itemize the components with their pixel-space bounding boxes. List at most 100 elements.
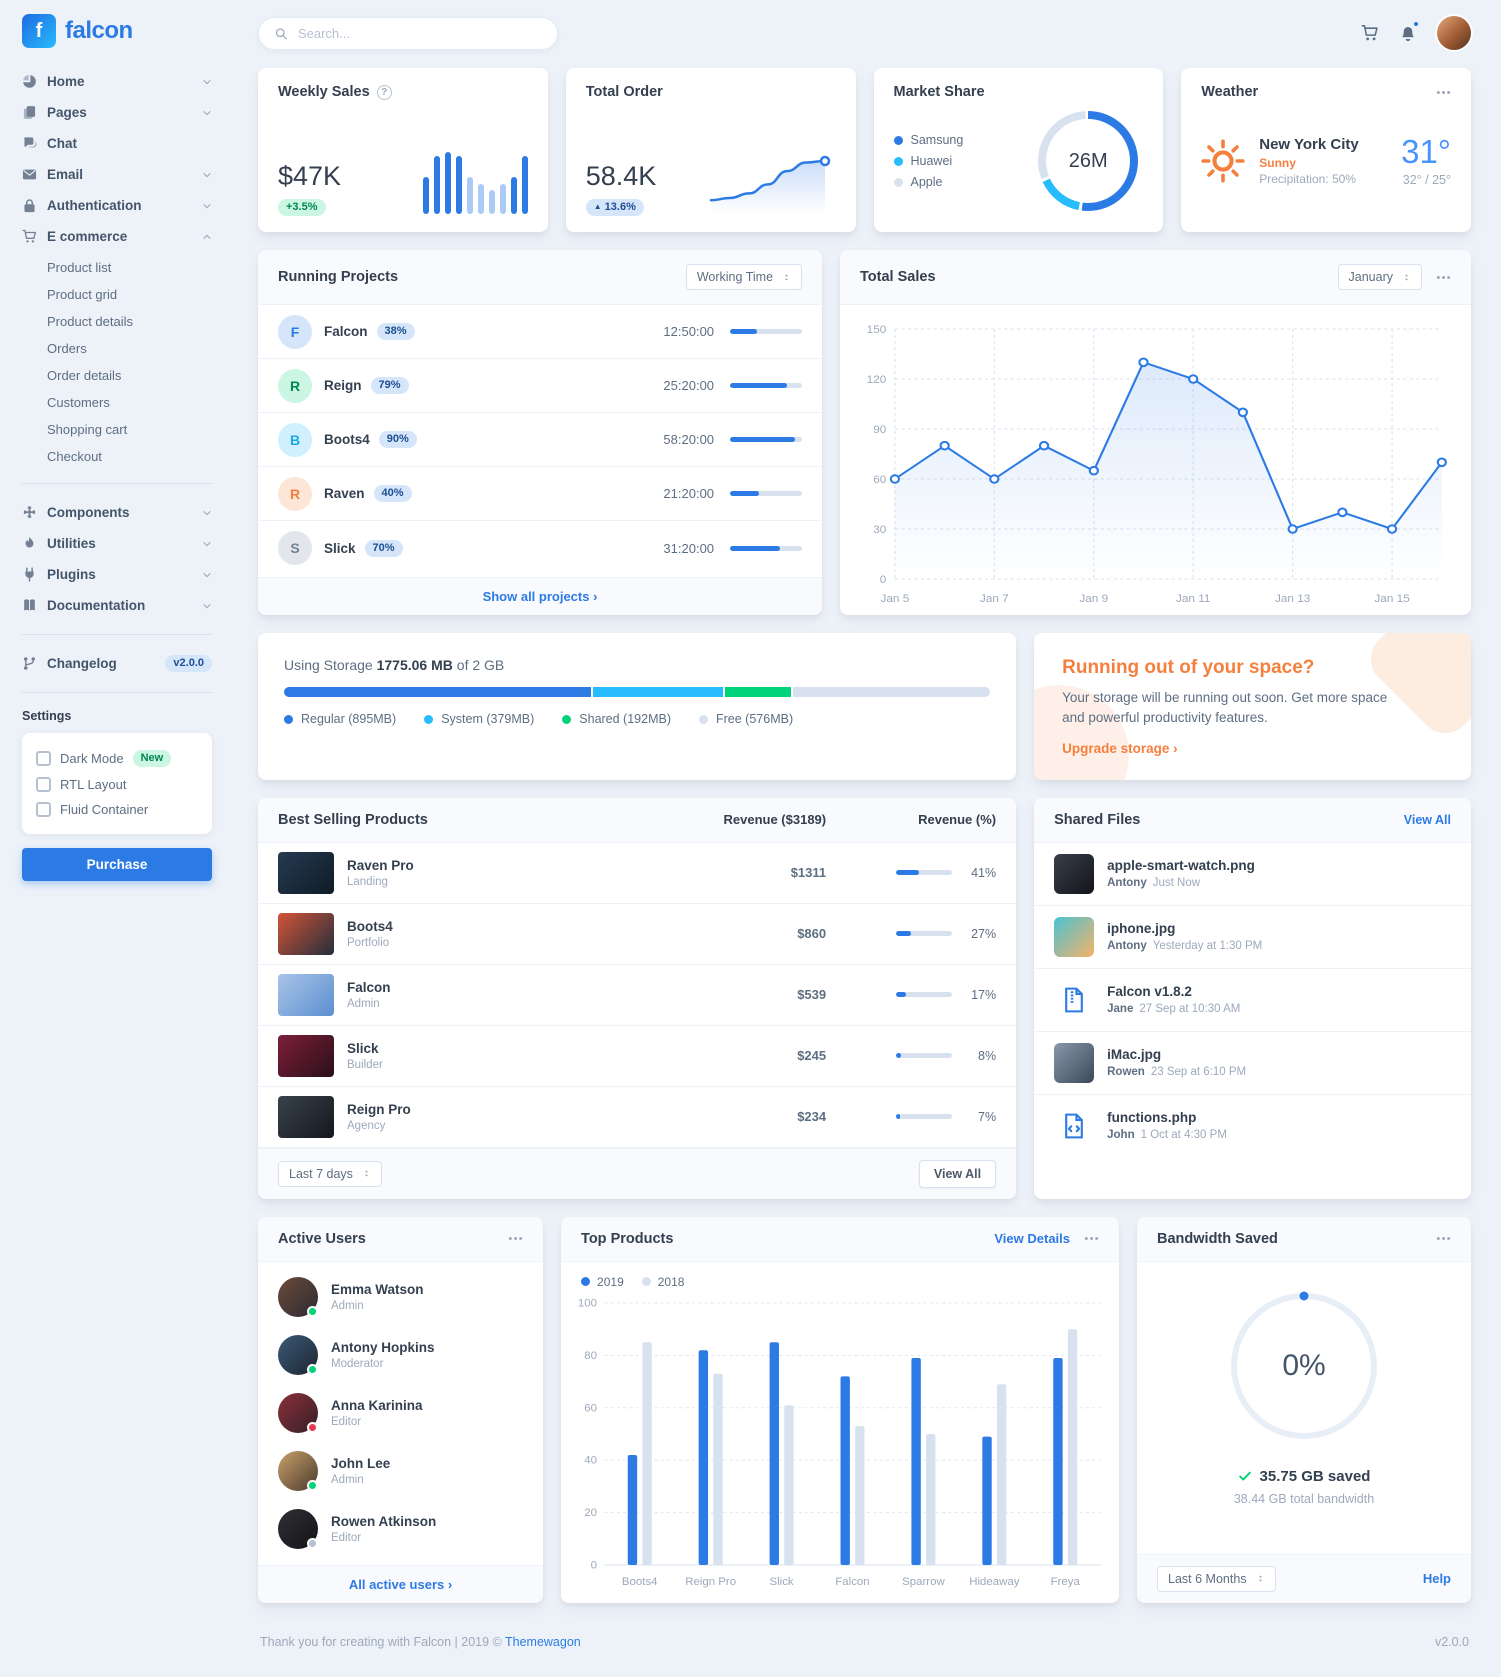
sidebar-item-authentication[interactable]: Authentication: [22, 190, 212, 221]
search-input[interactable]: [295, 24, 541, 42]
user-avatar[interactable]: [1437, 16, 1471, 50]
ellipsis-menu-icon[interactable]: [1436, 270, 1451, 285]
best-selling-list: Raven Pro Landing $1311 41% Boots4 Portf…: [258, 843, 1017, 1148]
project-name[interactable]: Reign: [324, 378, 362, 393]
settings-heading: Settings: [22, 709, 72, 723]
sidebar-item-plugins[interactable]: Plugins: [22, 559, 212, 590]
user-name[interactable]: John Lee: [331, 1455, 391, 1471]
file-row[interactable]: iphone.jpg Antony Yesterday at 1:30 PM: [1034, 906, 1471, 969]
product-name[interactable]: Falcon: [347, 979, 391, 995]
storage-segment-free: [792, 687, 991, 697]
file-row[interactable]: functions.php John 1 Oct at 4:30 PM: [1034, 1095, 1471, 1157]
project-progress-bar: [730, 545, 803, 551]
sidebar-item-e-commerce[interactable]: E commerce: [22, 221, 212, 252]
project-name[interactable]: Boots4: [324, 432, 370, 447]
ellipsis-menu-icon[interactable]: [1436, 85, 1451, 100]
working-time-select[interactable]: Working Time: [685, 264, 803, 290]
setting-fluid-container[interactable]: Fluid Container: [36, 797, 198, 822]
chevron-down-icon: [202, 77, 212, 87]
file-name[interactable]: Falcon v1.8.2: [1107, 984, 1192, 999]
all-active-users-link[interactable]: All active users ›: [348, 1576, 453, 1592]
view-details-link[interactable]: View Details: [994, 1231, 1071, 1246]
weather-range: 32° / 25°: [1402, 173, 1451, 187]
ellipsis-menu-icon[interactable]: [1436, 1231, 1451, 1246]
product-name[interactable]: Raven Pro: [347, 857, 414, 873]
file-row[interactable]: Falcon v1.8.2 Jane 27 Sep at 10:30 AM: [1034, 969, 1471, 1032]
avatar: [278, 1392, 318, 1433]
months-select[interactable]: Last 6 Months: [1157, 1565, 1276, 1592]
themewagon-link[interactable]: Themewagon: [505, 1634, 581, 1649]
legend-item[interactable]: 2019: [581, 1275, 624, 1289]
ellipsis-menu-icon[interactable]: [1084, 1231, 1099, 1246]
month-select[interactable]: January: [1337, 264, 1422, 290]
checkbox[interactable]: [36, 802, 51, 817]
card-title: Total Order: [585, 84, 663, 100]
setting-rtl-layout[interactable]: RTL Layout: [36, 772, 198, 797]
file-name[interactable]: functions.php: [1107, 1110, 1197, 1125]
files-view-all-link[interactable]: View All: [1403, 812, 1451, 827]
range-select[interactable]: Last 7 days: [278, 1160, 382, 1187]
project-name[interactable]: Falcon: [324, 324, 368, 339]
project-name[interactable]: Slick: [324, 540, 356, 556]
sidebar-item-orders[interactable]: Orders: [47, 341, 87, 356]
product-name[interactable]: Slick: [347, 1040, 379, 1056]
brand-logo[interactable]: f falcon: [22, 14, 212, 48]
sidebar-item-chat[interactable]: Chat: [22, 128, 212, 159]
sidebar-item-pages[interactable]: Pages: [22, 97, 212, 128]
storage-legend-item: Free (576MB): [699, 712, 793, 726]
file-name[interactable]: apple-smart-watch.png: [1107, 858, 1255, 873]
user-row[interactable]: Anna Karinina Editor: [258, 1384, 543, 1442]
sidebar-item-utilities[interactable]: Utilities: [22, 528, 212, 559]
file-thumbnail: [1054, 1042, 1095, 1083]
show-all-projects-link[interactable]: Show all projects ›: [482, 589, 598, 604]
sidebar-item-home[interactable]: Home: [22, 66, 212, 97]
user-name[interactable]: Emma Watson: [331, 1281, 424, 1297]
ellipsis-menu-icon[interactable]: [508, 1231, 523, 1246]
file-name[interactable]: iphone.jpg: [1107, 921, 1176, 936]
user-name[interactable]: Anna Karinina: [331, 1397, 423, 1413]
sidebar-item-changelog[interactable]: Changelog v2.0.0: [22, 648, 212, 679]
sidebar-item-components[interactable]: Components: [22, 497, 212, 528]
search-box[interactable]: [258, 16, 558, 50]
setting-dark-mode[interactable]: Dark Mode New: [36, 745, 198, 772]
product-category: Agency: [347, 1119, 386, 1132]
sidebar-item-checkout[interactable]: Checkout: [47, 449, 102, 464]
notifications-button[interactable]: [1399, 20, 1420, 42]
legend-item: Huawei: [893, 154, 964, 168]
sidebar-item-customers[interactable]: Customers: [47, 395, 110, 410]
view-all-button[interactable]: View All: [918, 1159, 997, 1188]
sidebar-item-product-list[interactable]: Product list: [47, 260, 112, 275]
cart-icon[interactable]: [1361, 24, 1379, 42]
user-row[interactable]: John Lee Admin: [258, 1442, 543, 1500]
user-name[interactable]: Rowen Atkinson: [331, 1513, 437, 1529]
sidebar-item-product-details[interactable]: Product details: [47, 314, 133, 329]
user-row[interactable]: Rowen Atkinson Editor: [258, 1500, 543, 1558]
stats-row: Weekly Sales ? $47K +3.5% Total Order: [258, 68, 1471, 232]
sidebar-item-product-grid[interactable]: Product grid: [47, 287, 118, 302]
file-row[interactable]: iMac.jpg Rowen 23 Sep at 6:10 PM: [1034, 1032, 1471, 1095]
sidebar-item-email[interactable]: Email: [22, 159, 212, 190]
checkbox[interactable]: [36, 751, 51, 766]
user-name[interactable]: Antony Hopkins: [331, 1339, 435, 1355]
purchase-button[interactable]: Purchase: [22, 848, 212, 881]
product-name[interactable]: Reign Pro: [347, 1101, 411, 1117]
product-progress-bar: [896, 1114, 953, 1119]
sidebar-item-documentation[interactable]: Documentation: [22, 590, 212, 621]
upgrade-storage-link[interactable]: Upgrade storage ›: [1062, 740, 1178, 756]
storage-row: Using Storage 1775.06 MB of 2 GB Regular…: [258, 633, 1471, 780]
file-row[interactable]: apple-smart-watch.png Antony Just Now: [1034, 843, 1471, 906]
product-name[interactable]: Boots4: [347, 918, 393, 934]
project-name[interactable]: Raven: [324, 486, 365, 501]
checkbox[interactable]: [36, 777, 51, 792]
user-row[interactable]: Emma Watson Admin: [258, 1268, 543, 1326]
sidebar-item-shopping-cart[interactable]: Shopping cart: [47, 422, 128, 437]
legend-item[interactable]: 2018: [641, 1275, 684, 1289]
divider: [22, 483, 212, 484]
bar: [466, 177, 473, 214]
help-link[interactable]: Help: [1422, 1571, 1451, 1586]
file-name[interactable]: iMac.jpg: [1107, 1047, 1162, 1062]
project-row: B Boots4 90% 58:20:00: [258, 413, 823, 467]
user-row[interactable]: Antony Hopkins Moderator: [258, 1326, 543, 1384]
help-icon[interactable]: ?: [376, 84, 392, 100]
sidebar-item-order-details[interactable]: Order details: [47, 368, 122, 383]
